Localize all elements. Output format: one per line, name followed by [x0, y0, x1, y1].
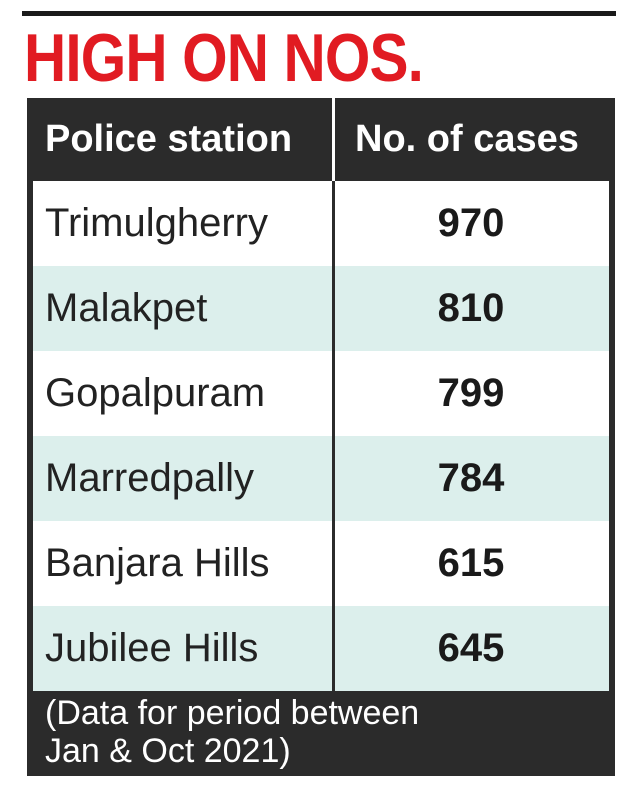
station-cell: Banjara Hills — [45, 541, 270, 585]
station-cell: Marredpally — [45, 456, 254, 500]
station-cell: Gopalpuram — [45, 371, 266, 415]
table-row: Banjara Hills 615 — [33, 521, 609, 606]
data-table: Police station No. of cases Trimulgherry… — [27, 98, 615, 776]
cases-cell: 799 — [437, 371, 505, 415]
column-header-cases: No. of cases — [355, 118, 579, 160]
table-row: Marredpally 784 — [33, 436, 609, 521]
table-row: Trimulgherry 970 — [33, 181, 609, 266]
table-body: Trimulgherry 970 Malakpet 810 Gopalpuram… — [33, 181, 609, 691]
station-cell: Malakpet — [45, 286, 208, 330]
note-line: (Data for period between — [45, 694, 420, 732]
table-row: Jubilee Hills 645 — [33, 606, 609, 691]
data-period-note: (Data for period between Jan & Oct 2021) — [45, 694, 605, 770]
station-cell: Jubilee Hills — [45, 626, 259, 670]
column-divider — [332, 181, 335, 691]
column-header-station: Police station — [45, 118, 293, 160]
cases-cell: 615 — [437, 541, 505, 585]
header-divider — [332, 98, 335, 181]
note-line: Jan & Oct 2021) — [45, 732, 291, 770]
top-rule — [22, 11, 616, 16]
station-cell: Trimulgherry — [45, 201, 268, 245]
table-row: Gopalpuram 799 — [33, 351, 609, 436]
page-title: HIGH ON NOS. — [24, 20, 424, 96]
cases-cell: 645 — [437, 626, 505, 670]
table-row: Malakpet 810 — [33, 266, 609, 351]
table-header: Police station No. of cases — [27, 98, 615, 181]
cases-cell: 784 — [437, 456, 505, 500]
cases-cell: 970 — [437, 201, 505, 245]
cases-cell: 810 — [437, 286, 505, 330]
